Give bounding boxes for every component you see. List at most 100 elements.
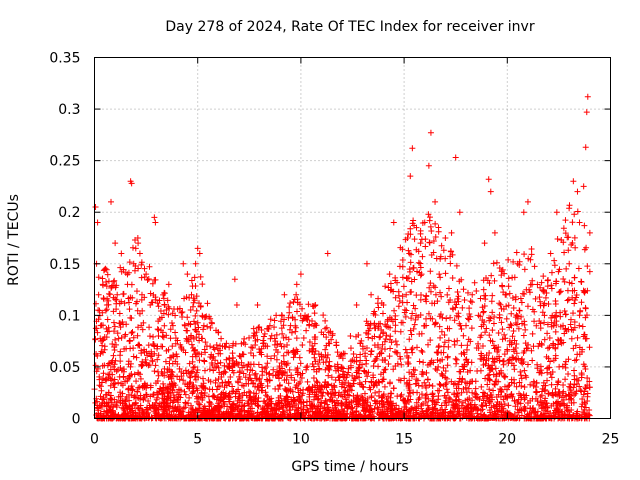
data-point [117, 348, 124, 355]
data-point [201, 390, 208, 397]
data-point [486, 386, 493, 393]
data-point [235, 362, 242, 369]
data-point [302, 312, 309, 319]
data-point [418, 347, 425, 354]
data-point [107, 382, 114, 389]
data-point [551, 262, 558, 269]
data-point [245, 397, 252, 404]
data-point [122, 398, 129, 405]
data-point [99, 342, 106, 349]
data-point [572, 244, 579, 251]
data-point [267, 355, 274, 362]
data-point [529, 306, 536, 313]
data-point [147, 302, 154, 309]
data-point [351, 358, 358, 365]
data-point [277, 318, 284, 325]
data-point [375, 304, 382, 311]
data-point [112, 401, 119, 408]
data-point [264, 402, 271, 409]
data-point [487, 337, 494, 344]
data-point [396, 353, 403, 360]
data-point [117, 393, 124, 400]
data-point [309, 412, 316, 419]
data-point [174, 337, 181, 344]
data-point [496, 265, 503, 272]
data-point [410, 302, 417, 309]
data-point [316, 357, 323, 364]
data-point [427, 337, 434, 344]
data-point [173, 407, 180, 414]
data-point [235, 412, 242, 419]
data-point [317, 403, 324, 410]
data-point [180, 377, 187, 384]
data-point [100, 375, 107, 382]
data-point [362, 408, 369, 415]
data-point [544, 283, 551, 290]
data-point [101, 343, 108, 350]
data-point [172, 312, 179, 319]
data-point [111, 384, 118, 391]
data-point [547, 250, 554, 257]
data-point [449, 274, 456, 281]
data-point [92, 300, 99, 307]
data-point [440, 247, 447, 254]
data-point [276, 382, 283, 389]
data-point [126, 372, 133, 379]
data-point [459, 304, 466, 311]
data-point [128, 330, 135, 337]
data-point [477, 295, 484, 302]
data-point [108, 377, 115, 384]
data-point [142, 356, 149, 363]
data-point [106, 371, 113, 378]
data-point [562, 230, 569, 237]
data-point [236, 369, 243, 376]
data-point [263, 369, 270, 376]
data-point [108, 285, 115, 292]
data-point [145, 342, 152, 349]
data-point [172, 340, 179, 347]
data-point [505, 302, 512, 309]
data-point [398, 407, 405, 414]
data-point [574, 208, 581, 215]
data-point [571, 367, 578, 374]
data-point [429, 390, 436, 397]
data-point [192, 260, 199, 267]
data-point [400, 283, 407, 290]
data-point [294, 365, 301, 372]
data-point [374, 353, 381, 360]
data-point [392, 312, 399, 319]
data-point [561, 330, 568, 337]
data-point [542, 294, 549, 301]
data-point [161, 322, 168, 329]
data-point [430, 414, 437, 421]
data-point [392, 277, 399, 284]
data-point [97, 383, 104, 390]
data-point [544, 277, 551, 284]
data-point [432, 234, 439, 241]
data-point [258, 380, 265, 387]
data-point [341, 408, 348, 415]
data-point [576, 412, 583, 419]
data-point [423, 292, 430, 299]
data-point [307, 405, 314, 412]
data-point [458, 402, 465, 409]
data-point [489, 327, 496, 334]
data-point [411, 236, 418, 243]
data-point [335, 392, 342, 399]
data-point [513, 383, 520, 390]
data-point [322, 407, 329, 414]
data-point [528, 246, 535, 253]
data-point [547, 410, 554, 417]
data-point [544, 377, 551, 384]
data-point [250, 325, 257, 332]
data-point [169, 343, 176, 350]
data-point [538, 279, 545, 286]
data-point [130, 394, 137, 401]
data-point [130, 260, 137, 267]
data-point [189, 283, 196, 290]
data-point [130, 334, 137, 341]
data-point [305, 301, 312, 308]
data-point [95, 307, 102, 314]
data-point [489, 292, 496, 299]
data-point [233, 302, 240, 309]
